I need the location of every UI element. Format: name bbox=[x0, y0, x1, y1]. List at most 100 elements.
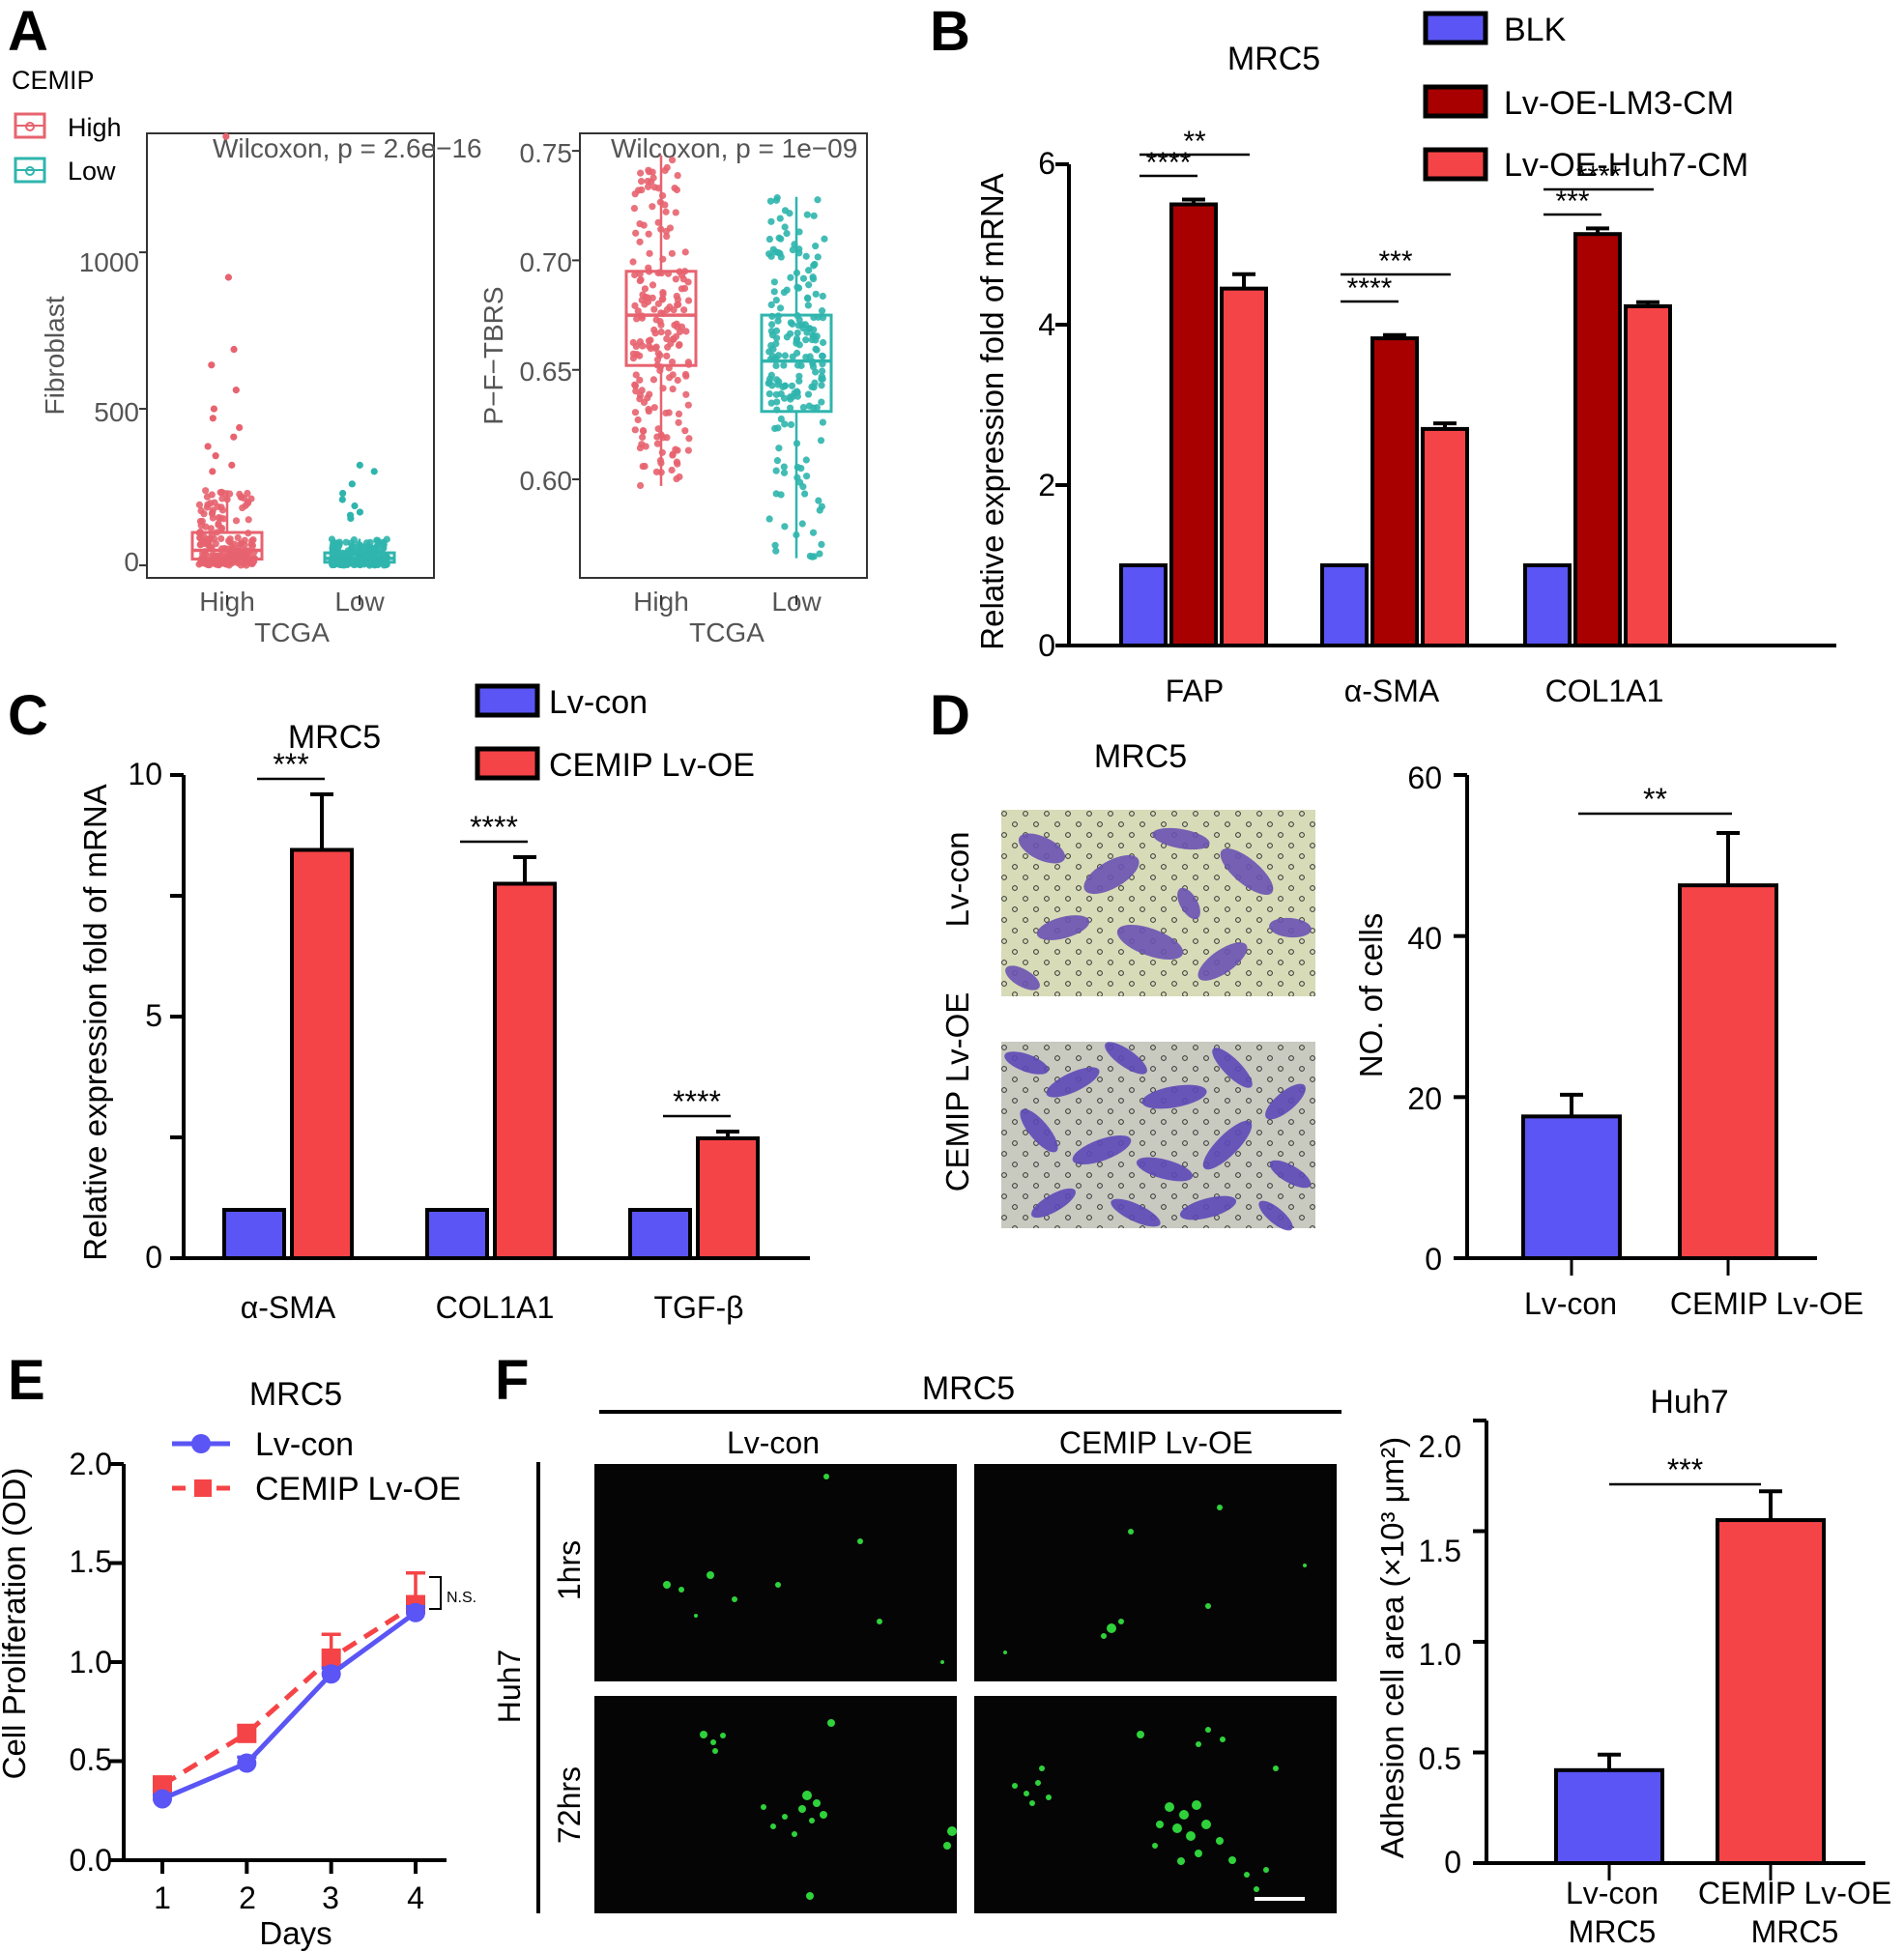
data-point bbox=[775, 445, 783, 452]
bar-cemip-lv-oe bbox=[290, 847, 354, 1260]
chart-e-proliferation: MRC5 Cell Proliferation (OD) 0.0 0.5 1.0… bbox=[0, 1376, 476, 1951]
data-point bbox=[684, 401, 692, 409]
data-point bbox=[815, 497, 822, 504]
outlier-point bbox=[210, 405, 218, 413]
data-point bbox=[681, 427, 689, 435]
data-point bbox=[639, 427, 648, 435]
chart-c-mrc5-expression: MRC5 Relative expression fold of mRNA 0 … bbox=[77, 683, 810, 1325]
data-point bbox=[818, 398, 825, 406]
data-point bbox=[634, 307, 642, 315]
data-point bbox=[637, 178, 646, 186]
micrograph-lvcon bbox=[1001, 810, 1315, 996]
legend-swatch-lvcon bbox=[475, 683, 540, 718]
data-point bbox=[777, 491, 785, 499]
chart-annotation: Wilcoxon, p = 2.6e−16 bbox=[213, 133, 482, 163]
y-tick-label: 0.0 bbox=[70, 1843, 112, 1878]
data-point bbox=[789, 320, 796, 328]
data-point-lv-con bbox=[321, 1664, 341, 1684]
data-point bbox=[639, 342, 647, 350]
data-point bbox=[774, 424, 782, 432]
data-point bbox=[630, 204, 639, 213]
col-label-lvcon: Lv-con bbox=[727, 1425, 820, 1460]
data-point bbox=[648, 178, 655, 186]
data-point bbox=[668, 157, 677, 164]
outlier-point bbox=[356, 461, 363, 469]
data-point bbox=[212, 540, 219, 548]
data-point bbox=[248, 537, 256, 545]
data-point bbox=[644, 294, 652, 301]
data-point bbox=[654, 300, 662, 307]
x-tick-label: Lv-con bbox=[1524, 1286, 1617, 1321]
y-tick-label: 500 bbox=[94, 397, 139, 427]
outlier-point bbox=[209, 415, 216, 422]
data-point bbox=[797, 464, 805, 473]
legend-label-lvcon: Lv-con bbox=[549, 684, 648, 721]
significance-label: *** bbox=[1555, 186, 1589, 217]
data-point bbox=[819, 367, 826, 375]
data-point bbox=[810, 326, 818, 333]
outlier-point bbox=[232, 387, 240, 394]
data-point bbox=[674, 171, 681, 180]
chart-annotation: Wilcoxon, p = 1e−09 bbox=[611, 133, 857, 163]
data-point bbox=[798, 520, 806, 528]
data-point bbox=[812, 368, 820, 376]
data-point bbox=[631, 190, 639, 198]
significance-label: **** bbox=[1146, 147, 1192, 179]
y-tick-label: 5 bbox=[145, 998, 162, 1033]
data-point bbox=[671, 184, 678, 192]
data-point bbox=[804, 301, 812, 309]
bar-blk bbox=[1119, 563, 1168, 647]
data-point bbox=[636, 376, 644, 384]
data-point bbox=[795, 372, 803, 380]
data-point bbox=[661, 166, 669, 175]
y-axis-title: Relative expression fold of mRNA bbox=[974, 173, 1010, 649]
significance-label: **** bbox=[673, 1084, 721, 1119]
data-point bbox=[777, 389, 785, 398]
data-point bbox=[812, 336, 820, 344]
legend-label-lvcon: Lv-con bbox=[255, 1426, 354, 1463]
data-point bbox=[781, 207, 790, 215]
micrograph-cemip bbox=[1001, 1042, 1315, 1231]
data-point bbox=[645, 342, 653, 350]
bar-lv-con bbox=[1521, 1114, 1622, 1261]
data-point bbox=[206, 534, 214, 543]
significance-label: ** bbox=[1183, 126, 1206, 158]
outlier-point bbox=[224, 273, 233, 281]
significance-label: *** bbox=[1378, 245, 1412, 277]
data-point bbox=[663, 334, 671, 343]
bar-lv-con bbox=[1554, 1767, 1664, 1865]
data-point bbox=[772, 547, 780, 555]
x-tick-label: 4 bbox=[407, 1880, 424, 1915]
data-point bbox=[650, 305, 658, 313]
data-point bbox=[649, 376, 658, 384]
outlier-point bbox=[348, 480, 356, 488]
data-point bbox=[814, 196, 822, 204]
row-label-1hrs: 1hrs bbox=[552, 1540, 587, 1600]
data-point bbox=[767, 217, 775, 225]
data-point bbox=[653, 440, 662, 447]
data-point bbox=[675, 410, 683, 418]
y-tick-label: 1000 bbox=[79, 247, 139, 277]
data-point bbox=[767, 399, 775, 407]
data-point bbox=[245, 516, 252, 524]
bar-lv-oe-huh7-cm bbox=[1624, 303, 1672, 647]
y-axis-title: Cell Proliferation (OD) bbox=[0, 1468, 32, 1780]
legend-label-huh7: Lv-OE-Huh7-CM bbox=[1504, 147, 1748, 184]
data-point bbox=[383, 535, 390, 543]
data-point bbox=[773, 376, 781, 384]
data-point bbox=[669, 451, 677, 459]
data-point bbox=[804, 295, 812, 302]
data-point bbox=[681, 248, 689, 256]
x-tick-label: COL1A1 bbox=[436, 1290, 555, 1325]
outlier-point bbox=[208, 361, 216, 369]
data-point bbox=[632, 388, 640, 395]
legend-title: CEMIP bbox=[12, 66, 95, 95]
data-point bbox=[636, 481, 645, 490]
data-point bbox=[216, 514, 225, 522]
chart-title: Huh7 bbox=[1650, 1384, 1728, 1421]
data-point bbox=[771, 541, 779, 549]
data-point bbox=[780, 288, 788, 297]
outlier-point bbox=[370, 468, 378, 475]
x-axis-title: Days bbox=[259, 1915, 332, 1951]
data-point bbox=[650, 326, 658, 334]
